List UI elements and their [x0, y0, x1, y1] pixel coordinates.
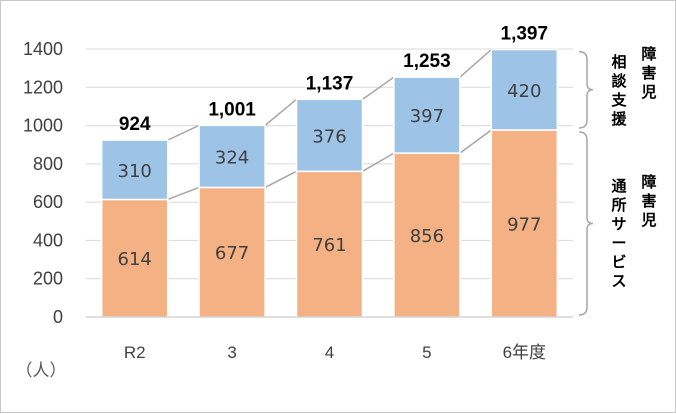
bracket-label-char: 害	[641, 64, 656, 82]
series-bracket	[578, 50, 594, 129]
connector-lines	[167, 49, 492, 201]
bars: 614 310 924 677 324 1,001 761 376 1,137 856 397 1,2…	[100, 24, 559, 318]
bracket-label-char: 支	[610, 91, 627, 109]
bar-segment-sodan	[100, 139, 169, 201]
bracket-label-char: 援	[611, 110, 627, 128]
segment-value-label: 761	[312, 235, 346, 256]
axes: 0 200 400 600 800 1000 1200 1400 R2 3 4 5 6年度	[23, 39, 573, 362]
y-tick-label: 400	[33, 230, 63, 250]
total-value-label: 1,253	[403, 51, 451, 72]
series-connector-line	[459, 129, 492, 154]
segment-value-label: 376	[312, 126, 346, 147]
segment-value-label: 856	[410, 226, 444, 247]
series-connector-line	[264, 170, 297, 189]
x-tick-label: 3	[227, 343, 236, 362]
bracket-label-char: 相	[611, 53, 626, 71]
segment-value-label: 397	[410, 106, 444, 127]
series-connector-line	[167, 186, 200, 201]
total-value-label: 924	[119, 114, 151, 135]
bracket-label-char: ス	[611, 272, 626, 290]
series-connector-line	[459, 49, 492, 78]
y-tick-label: 1000	[23, 116, 63, 136]
bar-segment-sodan	[295, 98, 364, 173]
bracket-label-char: ビ	[611, 253, 626, 271]
segment-value-label: 310	[118, 161, 152, 182]
bracket-label-char: 障	[641, 173, 656, 191]
y-tick-label: 0	[53, 307, 63, 327]
bar-segment-sodan	[198, 124, 266, 189]
segment-value-label: 977	[507, 214, 541, 235]
series-connector-line	[362, 152, 395, 172]
bracket-label-sodan-top: 障害児	[640, 45, 656, 101]
bracket-label-char: 障	[641, 45, 656, 63]
bracket-label-char: 所	[611, 196, 626, 214]
y-tick-label: 200	[33, 269, 63, 289]
x-tick-label: 4	[325, 343, 334, 362]
total-value-label: 1,137	[306, 73, 354, 94]
y-tick-label: 1400	[23, 39, 63, 59]
bracket-label-char: ー	[611, 234, 626, 252]
bar-segment-tsusho	[198, 186, 266, 318]
total-value-label: 1,001	[208, 99, 256, 120]
y-axis-unit-label: （人）	[16, 361, 67, 381]
x-tick-label: 5	[422, 343, 431, 362]
y-tick-label: 600	[33, 192, 63, 212]
series-connector-line	[362, 76, 395, 100]
bracket-label-char: サ	[611, 215, 626, 233]
bar-segment-tsusho	[490, 129, 559, 318]
bracket-label-char: 害	[641, 192, 656, 210]
y-tick-label: 1200	[23, 77, 63, 97]
bracket-label-tsusho-top: 障害児	[640, 173, 656, 229]
series-bracket	[578, 131, 594, 316]
series-connector-line	[264, 98, 297, 126]
series-connector-line	[167, 124, 200, 141]
bar-segment-sodan	[393, 76, 461, 154]
segment-value-label: 324	[215, 147, 249, 168]
segment-value-label: 420	[507, 81, 541, 102]
bracket-label-char: 談	[611, 72, 627, 90]
segment-value-label: 614	[118, 249, 152, 270]
bracket-label-char: 児	[640, 211, 656, 229]
segment-value-label: 677	[215, 243, 249, 264]
bracket-label-char: 児	[640, 83, 656, 101]
x-tick-label: R2	[124, 343, 146, 362]
bracket-label-char: 通	[611, 177, 626, 195]
bar-segment-tsusho	[100, 198, 169, 318]
total-value-label: 1,397	[501, 24, 549, 45]
y-tick-label: 800	[33, 154, 63, 174]
x-tick-label: 6年度	[503, 343, 546, 362]
bar-segment-sodan	[490, 48, 559, 131]
